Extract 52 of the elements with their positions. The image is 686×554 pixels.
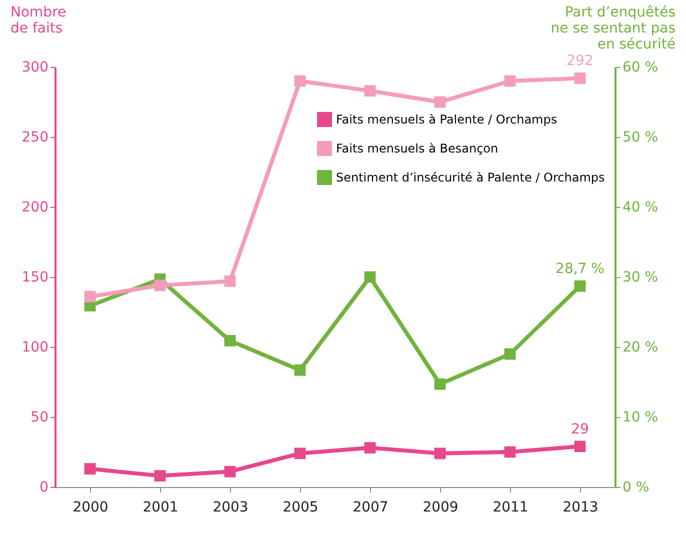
point bbox=[364, 271, 376, 283]
y2-axis-title: Part d’enquêtés ne se sentant pas en sécurité bbox=[550, 4, 676, 52]
legend-label: Faits mensuels à Palente / Orchamps bbox=[336, 112, 558, 126]
y-tick-label: 300 bbox=[22, 60, 48, 76]
y2-tick-label: 60 % bbox=[622, 60, 658, 76]
point bbox=[574, 72, 586, 84]
y-tick-label: 100 bbox=[22, 340, 48, 356]
point bbox=[294, 75, 306, 87]
data-label: 29 bbox=[571, 421, 589, 438]
point bbox=[224, 276, 236, 287]
x-tick-label: 2009 bbox=[422, 500, 458, 516]
point bbox=[154, 470, 166, 482]
y2-tick-label: 50 % bbox=[622, 130, 658, 146]
point bbox=[224, 466, 236, 478]
point bbox=[84, 463, 96, 474]
x-tick-label: 2013 bbox=[562, 500, 598, 516]
y2-tick-label: 10 % bbox=[622, 410, 658, 426]
x-tick-label: 2001 bbox=[142, 500, 178, 516]
point bbox=[574, 440, 586, 452]
point bbox=[364, 442, 376, 454]
y-tick-label: 200 bbox=[22, 200, 48, 216]
x-tick-label: 2005 bbox=[282, 500, 318, 516]
point bbox=[154, 280, 166, 292]
x-tick-label: 2011 bbox=[492, 500, 528, 516]
y-tick-label: 0 bbox=[40, 480, 48, 496]
x-tick-label: 2003 bbox=[212, 500, 248, 516]
y-tick-label: 150 bbox=[22, 270, 48, 286]
point bbox=[504, 348, 516, 360]
point bbox=[504, 75, 516, 87]
point bbox=[224, 335, 236, 346]
x-tick-label: 2007 bbox=[352, 500, 388, 516]
data-label: 292 bbox=[566, 53, 594, 70]
y-tick-label: 250 bbox=[22, 130, 48, 146]
point bbox=[504, 446, 516, 458]
point bbox=[434, 448, 446, 460]
x-tick-label: 2000 bbox=[72, 500, 108, 516]
point bbox=[434, 96, 446, 108]
y-tick-label: 50 bbox=[30, 410, 48, 426]
point bbox=[294, 448, 306, 460]
legend-label: Faits mensuels à Besançon bbox=[336, 142, 498, 156]
point bbox=[364, 85, 376, 96]
y-axis-title: Nombre de faits bbox=[10, 4, 66, 36]
point bbox=[574, 280, 586, 292]
point bbox=[84, 290, 96, 302]
point bbox=[294, 364, 306, 376]
legend-label: Sentiment d’insécurité à Palente / Orchamps bbox=[336, 170, 605, 184]
y2-tick-label: 0 % bbox=[622, 480, 650, 496]
y2-tick-label: 30 % bbox=[622, 270, 658, 286]
y2-tick-label: 20 % bbox=[622, 340, 658, 356]
data-label: 28,7 % bbox=[556, 261, 604, 278]
point bbox=[434, 378, 446, 390]
y2-tick-label: 40 % bbox=[622, 200, 658, 216]
